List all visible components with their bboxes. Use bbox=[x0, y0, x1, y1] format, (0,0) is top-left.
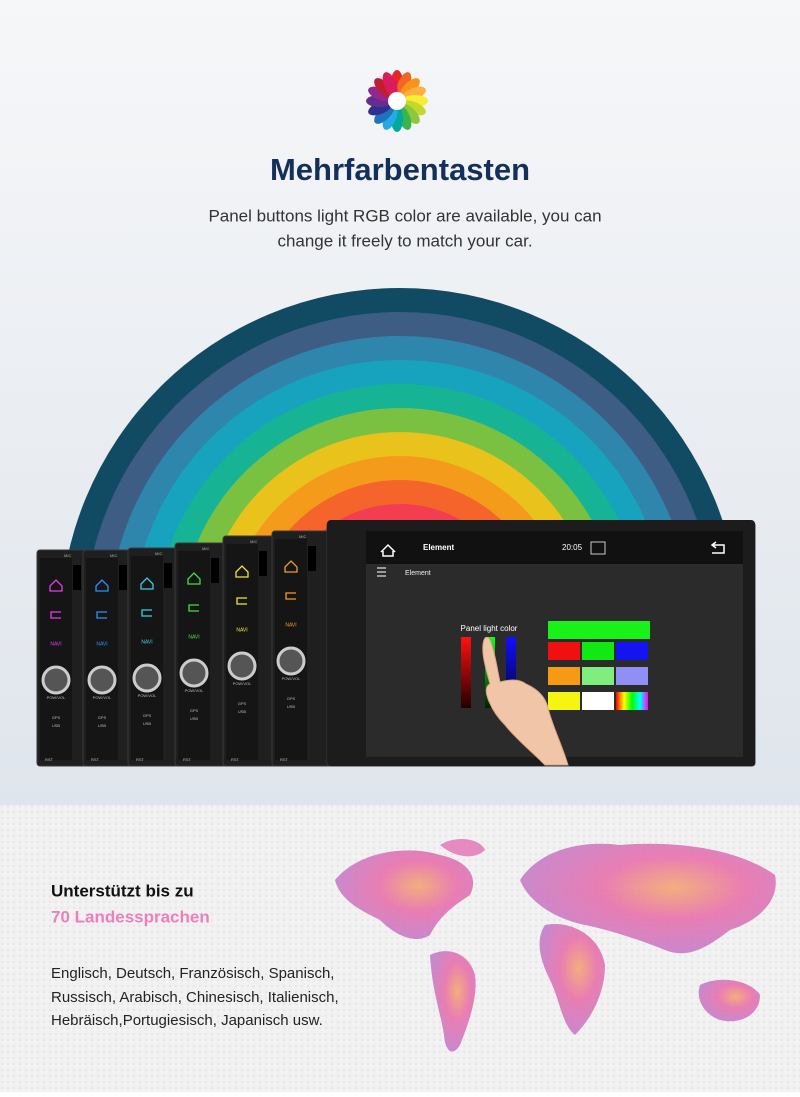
home-icon bbox=[284, 560, 298, 573]
knob bbox=[87, 665, 117, 695]
navi-label: NAVI bbox=[50, 641, 61, 647]
back-icon bbox=[236, 597, 247, 605]
rst-label: RST bbox=[183, 757, 192, 762]
toolbar-title: Element bbox=[405, 570, 431, 577]
navi-label: NAVI bbox=[188, 634, 199, 640]
world-map bbox=[335, 838, 776, 1052]
powvol-label: POW/VOL bbox=[282, 676, 301, 681]
back-icon bbox=[188, 604, 199, 612]
button-strip bbox=[40, 558, 72, 760]
powvol-label: POW/VOL bbox=[93, 695, 112, 700]
powvol-label: POW/VOL bbox=[185, 688, 204, 693]
flower-center bbox=[388, 92, 406, 110]
color-flower bbox=[366, 70, 428, 132]
mic-label: MIC bbox=[202, 546, 209, 551]
home-icon bbox=[49, 579, 63, 592]
rst-label: RST bbox=[280, 757, 289, 762]
back-icon bbox=[141, 609, 152, 617]
rst-label: RST bbox=[45, 757, 54, 762]
usb-label: USB bbox=[190, 716, 199, 721]
gps-label: GPS bbox=[52, 715, 61, 720]
lang-line: Hebräisch,Portugiesisch, Japanisch usw. bbox=[51, 1012, 323, 1029]
knob bbox=[41, 665, 71, 695]
petal bbox=[382, 105, 398, 130]
home-icon bbox=[95, 579, 109, 592]
color-swatch bbox=[616, 667, 648, 685]
button-strip bbox=[131, 556, 163, 760]
button-strip bbox=[178, 551, 210, 760]
panel-label: Panel light color bbox=[461, 624, 518, 633]
title: Mehrfarbentasten bbox=[270, 152, 530, 187]
color-swatch bbox=[548, 692, 580, 710]
powvol-label: POW/VOL bbox=[233, 681, 252, 686]
color-swatch bbox=[548, 667, 580, 685]
rst-label: RST bbox=[91, 757, 100, 762]
subtitle: change it freely to match your car. bbox=[277, 231, 532, 250]
rst-label: RST bbox=[136, 757, 145, 762]
gps-label: GPS bbox=[287, 696, 296, 701]
usb-label: USB bbox=[52, 723, 61, 728]
slot bbox=[73, 565, 81, 590]
color-swatch bbox=[582, 667, 614, 685]
usb-label: USB bbox=[98, 723, 107, 728]
lang-highlight: 70 Landessprachen bbox=[51, 907, 210, 926]
gps-label: GPS bbox=[238, 701, 247, 706]
mic-label: MIC bbox=[250, 539, 257, 544]
color-swatch bbox=[616, 642, 648, 660]
usb-label: USB bbox=[287, 704, 296, 709]
home-icon bbox=[235, 565, 249, 578]
home-icon bbox=[187, 572, 201, 585]
rst-label: RST bbox=[231, 757, 240, 762]
navi-label: NAVI bbox=[141, 639, 152, 645]
petal bbox=[401, 100, 426, 116]
gps-label: GPS bbox=[143, 713, 152, 718]
mic-label: MIC bbox=[110, 553, 117, 558]
mic-label: MIC bbox=[64, 553, 71, 558]
knob bbox=[179, 658, 209, 688]
back-icon bbox=[50, 611, 61, 619]
button-strip bbox=[86, 558, 118, 760]
home-icon bbox=[140, 577, 154, 590]
knob bbox=[132, 663, 162, 693]
gps-label: GPS bbox=[190, 708, 199, 713]
usb-label: USB bbox=[238, 709, 247, 714]
color-swatch bbox=[616, 692, 648, 710]
lang-line: Russisch, Arabisch, Chinesisch, Italieni… bbox=[51, 989, 339, 1006]
navi-label: NAVI bbox=[285, 622, 296, 628]
gps-label: GPS bbox=[98, 715, 107, 720]
usb-label: USB bbox=[143, 721, 152, 726]
knob bbox=[276, 646, 306, 676]
powvol-label: POW/VOL bbox=[138, 693, 157, 698]
main-device: Element 20:05 Element Panel light color bbox=[327, 520, 755, 766]
color-swatch bbox=[582, 642, 614, 660]
back-icon bbox=[96, 611, 107, 619]
slot bbox=[119, 565, 127, 590]
clock: 20:05 bbox=[562, 543, 583, 552]
back-icon bbox=[285, 592, 296, 600]
lang-heading: Unterstützt bis zu bbox=[51, 881, 194, 900]
slot bbox=[259, 551, 267, 576]
lang-line: Englisch, Deutsch, Französisch, Spanisch… bbox=[51, 965, 334, 982]
mic-label: MIC bbox=[155, 551, 162, 556]
powvol-label: POW/VOL bbox=[47, 695, 66, 700]
slot bbox=[164, 563, 172, 588]
color-swatch bbox=[582, 692, 614, 710]
petal bbox=[368, 86, 393, 102]
knob bbox=[227, 651, 257, 681]
petal bbox=[396, 72, 412, 97]
navi-label: NAVI bbox=[96, 641, 107, 647]
status-title: Element bbox=[423, 543, 454, 552]
navi-label: NAVI bbox=[236, 627, 247, 633]
color-swatch bbox=[548, 642, 580, 660]
mic-label: MIC bbox=[299, 534, 306, 539]
petal bbox=[382, 72, 398, 97]
slot bbox=[211, 558, 219, 583]
slot bbox=[308, 546, 316, 571]
subtitle: Panel buttons light RGB color are availa… bbox=[208, 206, 601, 225]
